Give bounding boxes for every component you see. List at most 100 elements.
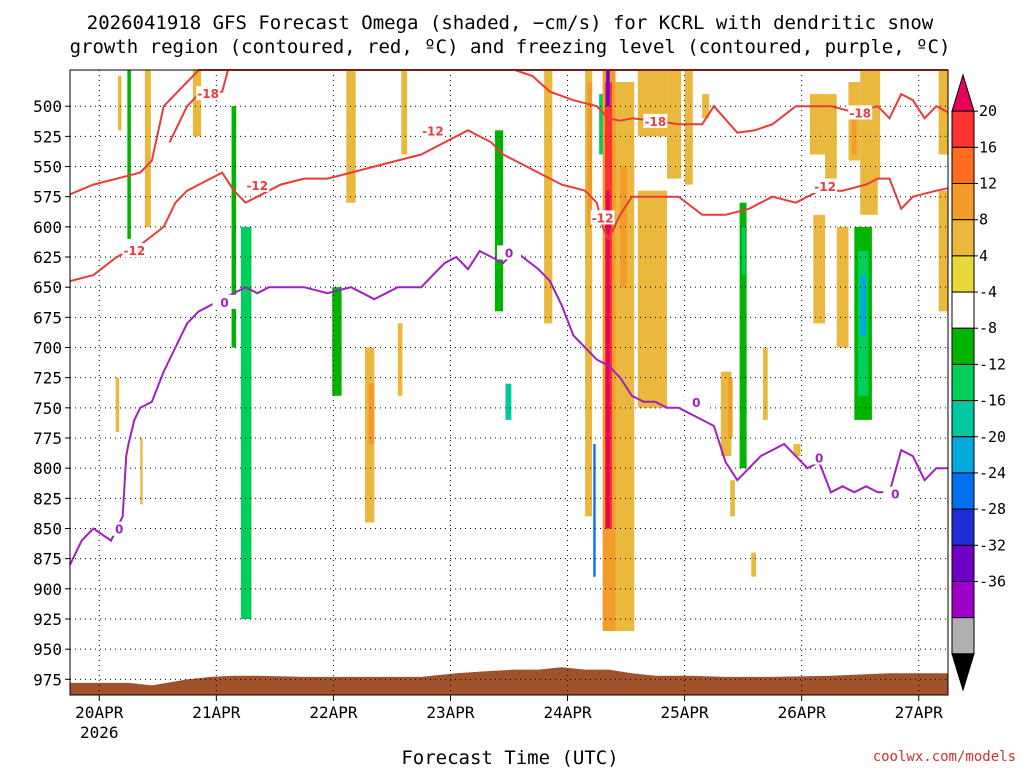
y-tick-label: 600 [33, 218, 62, 237]
contour-label: 0 [815, 452, 823, 466]
contour-label-bg [420, 123, 445, 138]
y-tick-label: 650 [33, 278, 62, 297]
omega-cell [758, 444, 765, 493]
x-tick-label: 21APR [192, 703, 241, 722]
omega-cell [852, 118, 857, 155]
y-tick-label: 950 [33, 640, 62, 659]
colorbar-bin [951, 580, 975, 619]
chart-title-line-2: growth region (contoured, red, ºC) and f… [70, 36, 951, 58]
y-tick-label: 850 [33, 519, 62, 538]
y-tick-label: 575 [33, 188, 62, 207]
colorbar-label: -4 [979, 283, 997, 301]
omega-cell [243, 347, 250, 589]
grid-lines [70, 70, 948, 695]
omega-cell [401, 70, 408, 155]
y-tick-label: 525 [33, 127, 62, 146]
omega-cell [813, 214, 826, 324]
colorbar-label: -32 [979, 536, 1006, 554]
y-tick-label: 725 [33, 369, 62, 388]
colorbar-bin [951, 508, 975, 546]
terrain-area [70, 667, 948, 695]
plot-frame [69, 69, 949, 696]
omega-cell [503, 287, 515, 589]
colorbar-label: 20 [979, 102, 997, 120]
omega-cell [720, 371, 732, 457]
colorbar: 20 16 12 8 4 -4 -8 -12 -16 -20 -24 -28 -32 -36 [951, 73, 1006, 692]
colorbar-label: -12 [979, 355, 1006, 373]
colorbar-label: 4 [979, 247, 988, 265]
omega-cell [763, 347, 768, 420]
omega-cell [751, 552, 757, 577]
contour-label: -12 [592, 211, 614, 225]
terrain-fill [70, 667, 948, 695]
contour-label-bg [196, 86, 221, 101]
y-tick-label: 775 [33, 429, 62, 448]
x-tick-year-label: 2026 [80, 723, 119, 742]
omega-cell [357, 299, 366, 559]
colorbar-label: -36 [979, 572, 1006, 590]
omega-cell [573, 178, 581, 336]
colorbar-label: 12 [979, 175, 997, 193]
x-tick-label: 23APR [426, 703, 475, 722]
omega-cell [144, 70, 151, 227]
y-tick-label: 750 [33, 399, 62, 418]
colorbar-bin [951, 363, 975, 402]
contour-label: -12 [246, 179, 268, 193]
colorbar-label: -8 [979, 319, 997, 337]
omega-cell [877, 178, 890, 251]
omega-cell [684, 70, 693, 185]
y-tick-label: 700 [33, 339, 62, 358]
omega-cell [115, 377, 120, 432]
omega-cell [279, 178, 286, 432]
y-tick-label: 500 [33, 97, 62, 116]
omega-cell [606, 70, 610, 107]
omega-cell [485, 389, 492, 457]
colorbar-bin [951, 436, 975, 474]
omega-cell [254, 178, 265, 626]
contour-label: 0 [115, 523, 123, 537]
contour-label: 0 [220, 296, 228, 310]
y-tick-label: 675 [33, 308, 62, 327]
y-tick-label: 550 [33, 158, 62, 177]
omega-cell [127, 70, 131, 239]
omega-cell [793, 444, 801, 457]
omega-cell [587, 82, 593, 227]
contour-label-bg [212, 294, 237, 309]
x-tick-label: 27APR [895, 703, 944, 722]
omega-cell [231, 106, 237, 348]
omega-cell [332, 287, 342, 396]
x-tick-label: 20APR [75, 703, 124, 722]
omega-cell [860, 70, 881, 215]
colorbar-label: -16 [979, 392, 1006, 410]
contour-labels: -18 -18 -18 -12 -12 -12 -12 -12 0 0 0 0 0 0 [107, 86, 908, 537]
omega-cell [192, 70, 202, 137]
colorbar-bin [951, 219, 975, 257]
contour-line [69, 129, 949, 283]
omega-cell [739, 202, 747, 469]
y-tick-label: 800 [33, 459, 62, 478]
colorbar-label: -20 [979, 428, 1006, 446]
omega-cell [620, 166, 628, 288]
colorbar-label: -28 [979, 500, 1006, 518]
y-tick-label: 875 [33, 550, 62, 569]
omega-cell [860, 275, 867, 336]
contour-label: -12 [814, 180, 836, 194]
omega-cell [126, 70, 133, 650]
contour-label: -12 [422, 125, 444, 139]
omega-cell [637, 190, 668, 408]
omega-cell [544, 70, 553, 324]
omega-cell [596, 70, 603, 348]
colorbar-label: 8 [979, 211, 988, 229]
omega-cell [938, 190, 948, 312]
contour-label: 0 [692, 396, 700, 410]
omega-cell [505, 383, 512, 420]
contour-label-bg [643, 113, 668, 128]
omega-cell [140, 438, 143, 505]
colorbar-bin [951, 327, 975, 365]
omega-cell [368, 383, 375, 445]
contour-label-bg [848, 105, 873, 120]
y-tick-label: 625 [33, 248, 62, 267]
omega-cell [938, 70, 948, 155]
credit-link[interactable]: coolwx.com/models [873, 749, 1016, 765]
chart-title-line-1: 2026041918 GFS Forecast Omega (shaded, −… [87, 12, 934, 34]
